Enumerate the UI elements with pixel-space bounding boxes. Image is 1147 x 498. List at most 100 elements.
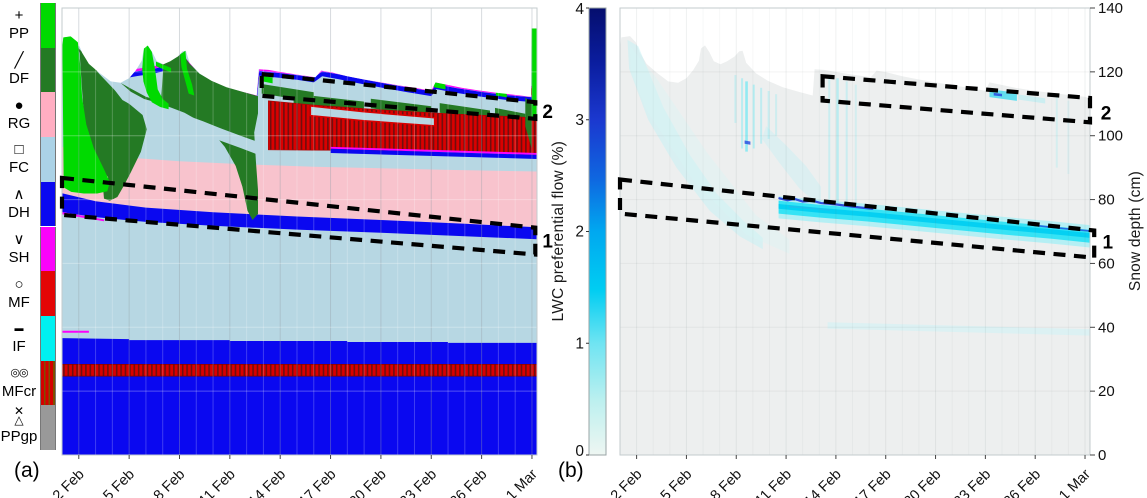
df-symbol-icon: ╱ bbox=[14, 52, 24, 70]
layer-box2-echo bbox=[1018, 94, 1046, 104]
x-tick-label: 2 Feb bbox=[608, 467, 646, 498]
colorbar-tick-label: 4 bbox=[575, 1, 584, 18]
snow-depth-axis-label-wrap: Snow depth (cm) bbox=[1125, 8, 1147, 455]
layer-flow-band-core bbox=[778, 204, 1090, 238]
panel-a-label: (a) bbox=[14, 459, 40, 482]
x-tick-label: 1 Mar bbox=[1056, 466, 1094, 498]
layer-pp-column-1 bbox=[62, 36, 110, 194]
layer-sh-under-crust bbox=[330, 146, 537, 155]
panel-a: 2 Feb 5 Feb 8 Feb 11 Feb 14 Feb 17 Feb 20 Feb 2… bbox=[50, 0, 553, 498]
legend-swatch-PPgp bbox=[40, 405, 56, 450]
x-tick-label: 20 Feb bbox=[901, 467, 944, 498]
pp-symbol-icon: + bbox=[14, 7, 24, 25]
legend-swatch-MFcr bbox=[40, 360, 56, 406]
layer-dh-under-crust bbox=[330, 148, 537, 159]
legend-label-DF: DF bbox=[9, 70, 29, 88]
snow-depth-axis-label: Snow depth (cm) bbox=[1127, 171, 1144, 292]
layer-df-mass-2 bbox=[120, 53, 258, 220]
x-tick-label: 26 Feb bbox=[1001, 467, 1044, 498]
annotation-box-2 bbox=[259, 71, 538, 122]
x-tick-label: 11 Feb bbox=[752, 467, 794, 498]
layer-fc-wedge bbox=[114, 81, 257, 155]
colorbar-tick-label: 2 bbox=[575, 224, 584, 241]
layer-left-wash-2 bbox=[630, 46, 790, 254]
x-tick-label: 5 Feb bbox=[658, 467, 696, 498]
y-tick-label: 120 bbox=[1098, 64, 1123, 81]
x-tick-label: 20 Feb bbox=[346, 467, 389, 498]
annotation-box-1 bbox=[59, 175, 538, 257]
panel-b-label: (b) bbox=[558, 459, 584, 482]
layer-sky bbox=[62, 0, 537, 98]
legend-label-FC: FC bbox=[9, 159, 29, 177]
x-tick-label: 17 Feb bbox=[296, 467, 339, 498]
mf-symbol-icon: ○ bbox=[14, 275, 24, 293]
x-tick-label: 11 Feb bbox=[196, 467, 238, 498]
legend-swatch-SH bbox=[40, 226, 56, 272]
legend-label-IF: IF bbox=[12, 338, 26, 356]
legend-label-PPgp: PPgp bbox=[0, 427, 38, 445]
legend-swatch-FC bbox=[40, 137, 56, 182]
layer-flow-inner-dash bbox=[788, 205, 831, 211]
layer-rg-band bbox=[62, 146, 537, 228]
fc-symbol-icon: □ bbox=[14, 141, 24, 159]
layer-pp-bit-1 bbox=[262, 75, 273, 84]
layer-streak-dot bbox=[744, 140, 751, 145]
x-tick-label: 17 Feb bbox=[851, 467, 894, 498]
legend-label-DH: DH bbox=[8, 204, 30, 222]
layer-flow-squiggle-2 bbox=[1031, 224, 1091, 232]
annotation-box-2 bbox=[820, 74, 1093, 125]
layer-fc-tongue bbox=[309, 105, 436, 127]
x-tick-label: 8 Feb bbox=[708, 467, 746, 498]
sh-symbol-icon: ∨ bbox=[13, 230, 25, 248]
layer-pp-spike bbox=[531, 28, 537, 120]
y-tick-label: 100 bbox=[1098, 128, 1123, 145]
layer-pp-sliver-b bbox=[180, 50, 195, 96]
x-tick-label: 23 Feb bbox=[397, 467, 440, 498]
grain-type-legend: + PP ╱ DF ● RG □ FC ∧ DH ∨ SH ○ MF ▬ IF ◎◎ MFcr ✕ △ PPgp bbox=[0, 0, 62, 460]
layer-box2-dot bbox=[993, 92, 1002, 97]
legend-swatch-PP bbox=[40, 3, 56, 48]
y-tick-label: 80 bbox=[1098, 192, 1115, 209]
layer-snowpack-silhouette bbox=[620, 36, 1090, 455]
annotation-box-1 bbox=[617, 177, 1097, 261]
y-tick-label: 0 bbox=[1098, 447, 1106, 464]
layer-low-band bbox=[827, 322, 1090, 336]
rg-symbol-icon: ● bbox=[14, 96, 24, 114]
layer-left-wash-1 bbox=[627, 39, 763, 250]
if-symbol-icon: ▬ bbox=[14, 323, 24, 334]
layer-pp-bit-2 bbox=[433, 82, 446, 90]
layer-mid-wash bbox=[762, 126, 821, 208]
layer-sh-line-bottom-left bbox=[62, 330, 89, 333]
layer-pp-sliver-a bbox=[156, 61, 172, 73]
legend-label-RG: RG bbox=[7, 114, 31, 132]
y-tick-label: 20 bbox=[1098, 383, 1115, 400]
annotation-label-1: 1 bbox=[542, 232, 553, 253]
legend-swatch-RG bbox=[40, 92, 56, 138]
colorbar-tick-label: 0 bbox=[575, 443, 584, 460]
legend-label-SH: SH bbox=[8, 248, 30, 266]
legend-label-MF: MF bbox=[8, 293, 30, 311]
legend-label-MFcr: MFcr bbox=[1, 382, 37, 400]
layer-df-mass-1 bbox=[75, 44, 147, 201]
layer-pp-column-2 bbox=[142, 45, 169, 110]
layer-df-spike-base bbox=[525, 97, 532, 149]
x-tick-label: 8 Feb bbox=[151, 467, 189, 498]
layer-dh-bottom bbox=[62, 338, 537, 455]
legend-swatch-DH bbox=[40, 181, 56, 227]
layer-mfcr-bottom-crust bbox=[61, 363, 538, 377]
legend-swatch-DF bbox=[40, 47, 56, 93]
panel-b: 2 Feb 5 Feb 8 Feb 11 Feb 14 Feb 17 Feb 20 Feb 2… bbox=[575, 0, 1123, 498]
colorbar-axis-label: LWC preferential flow (%) bbox=[550, 141, 567, 322]
colorbar-tick-label: 1 bbox=[575, 335, 584, 352]
colorbar-tick-label: 3 bbox=[575, 112, 584, 129]
ppgp-symbol-icon: ✕ △ bbox=[13, 404, 25, 427]
y-tick-label: 140 bbox=[1098, 0, 1123, 17]
x-tick-label: 14 Feb bbox=[801, 467, 844, 498]
legend-label-PP: PP bbox=[8, 25, 29, 43]
dh-symbol-icon: ∧ bbox=[13, 186, 25, 204]
colorbar-axis-label-wrap: LWC preferential flow (%) bbox=[550, 8, 568, 455]
colorbar bbox=[588, 7, 607, 456]
y-tick-label: 40 bbox=[1098, 319, 1115, 336]
